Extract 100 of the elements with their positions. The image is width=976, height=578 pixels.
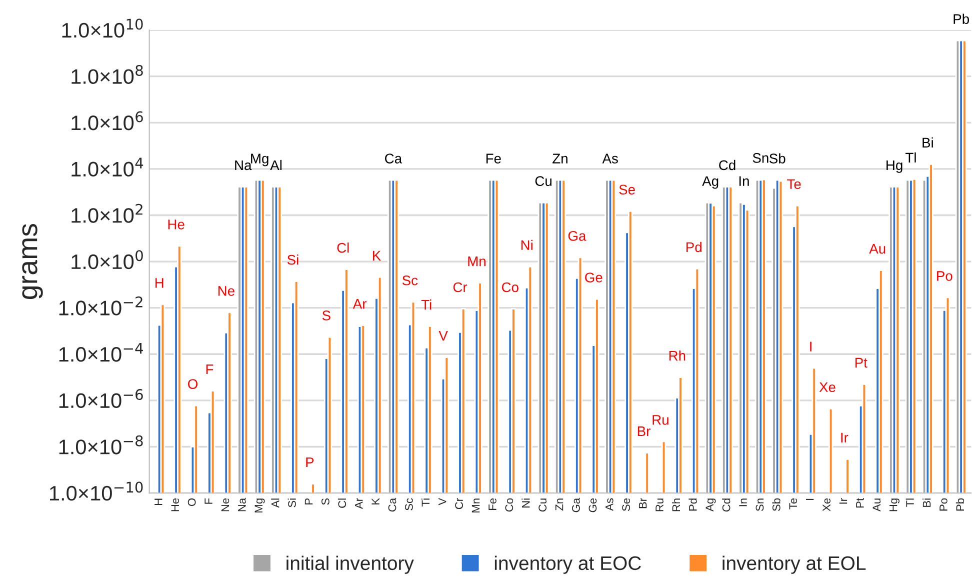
annotation: V [438, 330, 448, 341]
annotation: Ar [352, 299, 366, 309]
y-tick-label: 1.0×10$^{8}$ [72, 64, 143, 84]
x-tick-label: H [154, 498, 162, 506]
x-tick-label: Pb [956, 498, 964, 511]
x-tick-label: V [438, 498, 446, 506]
x-tick-label: Bi [922, 498, 931, 507]
x-tick-label: O [188, 498, 196, 506]
x-tick-label: Sb [772, 498, 780, 511]
y-axis-title: grams [22, 224, 43, 299]
x-tick-label: Zn [555, 498, 564, 511]
x-tick-label: As [606, 498, 614, 511]
annotation: Xe [819, 382, 836, 392]
annotation: Bi [922, 137, 933, 148]
annotation: Cu [535, 176, 552, 186]
y-tick-label: 1.0×10$^{−10}$ [50, 482, 143, 501]
legend-label: inventory at EOC [494, 556, 641, 574]
x-tick-label: Mn [472, 498, 480, 512]
annotation: Mn [468, 256, 486, 266]
annotation: O [188, 379, 198, 389]
x-tick-label: Sc [405, 498, 413, 510]
annotation: In [739, 176, 749, 186]
y-tick-label: 1.0×10$^{0}$ [72, 250, 143, 270]
x-tick-label: Ru [656, 498, 664, 512]
annotation: Se [619, 184, 635, 195]
annotation: As [602, 154, 618, 164]
x-tick-label: Co [505, 498, 514, 512]
annotation: Pt [855, 358, 868, 368]
x-tick-label: Se [622, 498, 630, 511]
x-tick-label: Ca [388, 498, 396, 512]
annotation: Hg [886, 160, 902, 173]
x-tick-label: In [739, 498, 747, 506]
x-tick-label: Ge [588, 498, 597, 512]
x-tick-label: F [204, 498, 212, 504]
annotation: Ir [841, 432, 848, 442]
annotation: Al [270, 160, 282, 170]
x-tick-label: Cd [722, 498, 730, 512]
y-tick-label: 1.0×10$^{−2}$ [59, 296, 142, 316]
annotation: Ca [385, 154, 402, 164]
y-tick-label: 1.0×10$^{−4}$ [59, 342, 143, 362]
legend-label: initial inventory [286, 556, 414, 574]
annotation: Au [869, 244, 886, 254]
x-tick-label: Cu [538, 498, 547, 512]
annotation: Sc [402, 275, 418, 286]
annotation: Tl [906, 152, 916, 162]
x-tick-label: Cl [338, 498, 346, 508]
annotation: Br [638, 426, 650, 436]
x-tick-label: K [372, 498, 380, 504]
x-tick-label: Hg [890, 498, 900, 512]
x-tick-label: Br [638, 498, 647, 508]
annotation: Cr [453, 282, 468, 292]
annotation: Cl [337, 242, 349, 253]
x-tick-label: He [171, 498, 180, 512]
x-tick-label: Po [940, 498, 948, 511]
annotation: Pb [954, 14, 970, 24]
annotation: K [372, 250, 381, 260]
annotation: Ti [421, 299, 432, 310]
annotation: Ga [568, 231, 586, 241]
annotation: Na [235, 160, 252, 170]
x-tick-label: Mg [254, 498, 265, 512]
annotation: Si [287, 254, 298, 265]
x-tick-label: Ti [421, 498, 430, 506]
x-tick-label: Ar [355, 498, 363, 509]
y-tick-label: 1.0×10$^{−6}$ [59, 389, 143, 408]
x-tick-label: Fe [488, 498, 496, 510]
annotation: Co [502, 282, 518, 292]
annotation: Mg [251, 154, 268, 166]
x-tick-label: Cr [455, 498, 463, 510]
annotation: Sb [770, 153, 786, 164]
y-tick-label: 1.0×10$^{6}$ [72, 111, 143, 130]
annotation: F [206, 364, 214, 374]
annotation: I [810, 342, 812, 352]
annotation: Ag [702, 176, 718, 189]
annotation: Cd [719, 160, 736, 170]
x-tick-label: Te [789, 498, 798, 510]
x-tick-label: Ir [839, 498, 848, 504]
annotation: Po [937, 271, 952, 281]
annotation: Te [787, 179, 801, 190]
y-tick-label: 1.0×10$^{10}$ [62, 18, 143, 38]
legend-label: inventory at EOL [722, 556, 866, 574]
x-tick-label: Rh [672, 498, 680, 512]
annotation: He [168, 220, 184, 230]
annotation: S [322, 310, 330, 320]
annotation: H [155, 278, 164, 288]
y-tick-label: 1.0×10$^{−8}$ [59, 435, 143, 454]
annotation: Fe [486, 154, 501, 164]
x-tick-label: S [321, 498, 330, 505]
x-tick-label: I [806, 498, 814, 500]
x-tick-label: Pd [688, 498, 697, 511]
y-tick-label: 1.0×10$^{2}$ [72, 204, 142, 223]
x-tick-label: Sn [756, 498, 764, 511]
x-tick-label: Al [271, 498, 280, 508]
annotation: Ni [521, 240, 532, 250]
annotation: P [306, 457, 314, 468]
annotation: Ne [218, 286, 234, 296]
annotation: Ru [652, 415, 668, 425]
annotation: Pd [686, 242, 702, 252]
x-tick-label: Na [238, 498, 246, 512]
annotation: Sn [752, 153, 768, 163]
y-tick-label: 1.0×10$^{4}$ [72, 158, 144, 177]
